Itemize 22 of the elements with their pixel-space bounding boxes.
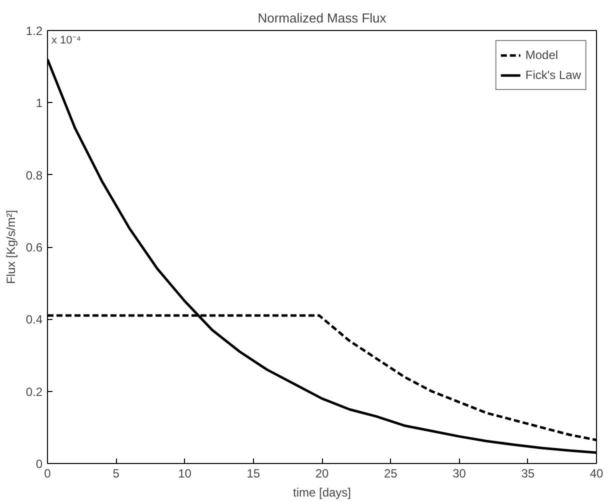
x-tick-label: 30 (452, 466, 466, 480)
annotation: x 10⁻⁴ (52, 34, 82, 46)
x-axis-title: time [days] (292, 486, 352, 500)
legend-label: Fick's Law (525, 68, 581, 82)
chart-title: Normalized Mass Flux (258, 10, 387, 26)
x-tick-label: 0 (44, 466, 52, 480)
y-tick-label: 0.4 (26, 312, 43, 327)
x-tick-label: 10 (178, 466, 192, 480)
y-tick-label: 0 (36, 457, 43, 471)
y-tick-label: 0.2 (26, 384, 43, 399)
x-tick-label: 40 (590, 466, 604, 480)
x-tick-label: 25 (384, 466, 398, 480)
y-axis-title: Flux [Kg/s/m²] (4, 210, 18, 284)
x-tick-label: 20 (315, 466, 329, 480)
y-tick-label: 0.6 (26, 240, 43, 254)
x-tick-label: 5 (112, 466, 120, 480)
x-tick-label: 15 (246, 466, 260, 480)
y-tick-label: 0.8 (26, 168, 43, 182)
legend-label: Model (525, 48, 558, 62)
x-tick-label: 35 (521, 466, 535, 480)
y-tick-label: 1 (36, 96, 43, 110)
y-tick-label: 1.2 (26, 24, 43, 38)
